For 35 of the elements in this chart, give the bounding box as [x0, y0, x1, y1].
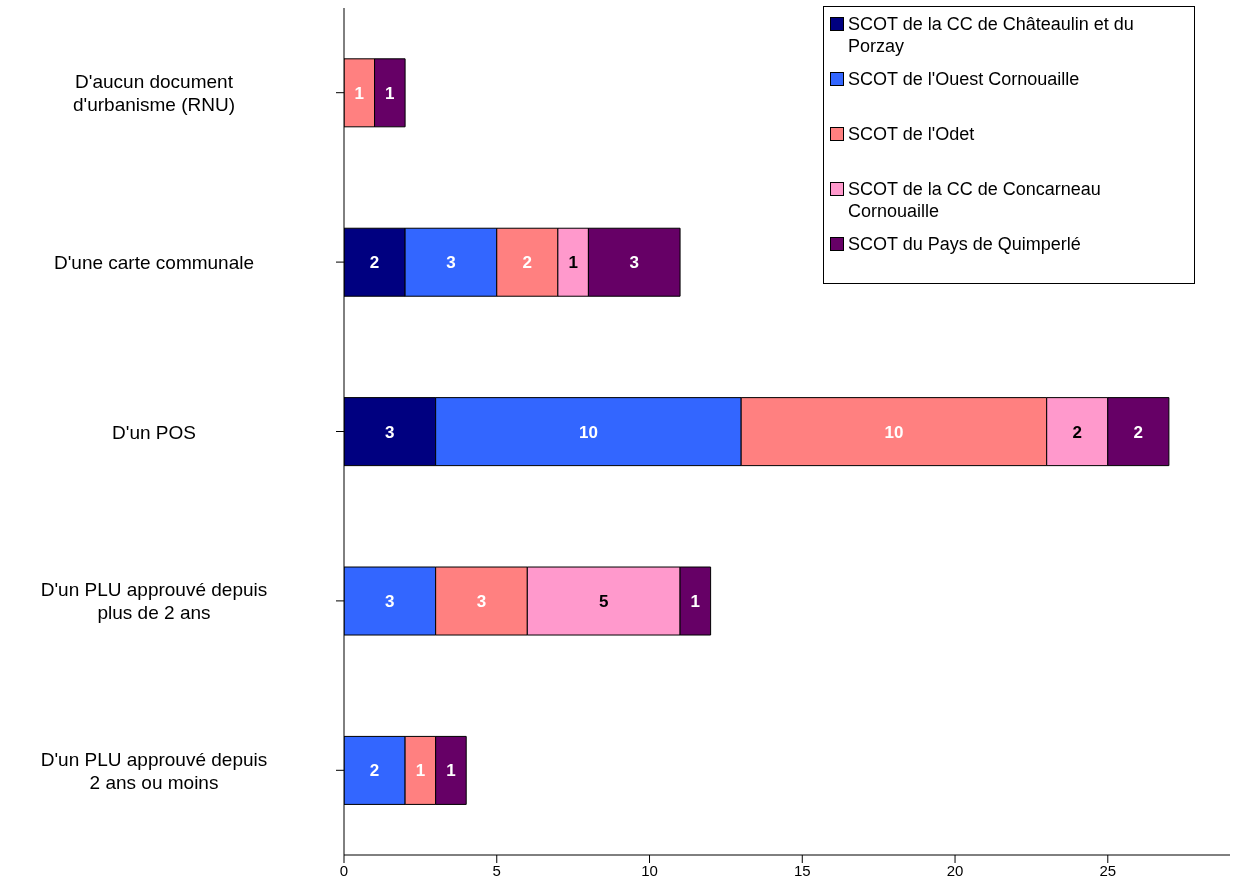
x-tick-label: 25 — [1099, 861, 1117, 879]
x-tick-label: 15 — [793, 861, 811, 879]
data-label: 2 — [1072, 422, 1082, 442]
data-label: 2 — [369, 761, 380, 781]
data-label: 3 — [629, 253, 639, 273]
y-tick-label: D'aucun document d'urbanisme (RNU) — [72, 71, 236, 116]
data-label: 10 — [884, 422, 904, 442]
data-label: 3 — [385, 592, 395, 612]
data-label: 3 — [476, 592, 487, 612]
x-tick-label: 20 — [946, 861, 964, 879]
data-label: 2 — [522, 253, 533, 273]
data-label: 1 — [385, 83, 395, 103]
legend-label: SCOT de l'Odet — [848, 123, 975, 145]
x-tick-label: 5 — [492, 861, 501, 879]
data-label: 1 — [568, 253, 578, 273]
legend-label: SCOT du Pays de Quimperlé — [848, 233, 1081, 255]
x-tick-label: 0 — [339, 861, 349, 879]
legend-label: SCOT de l'Ouest Cornouaille — [848, 68, 1080, 90]
data-label: 1 — [415, 761, 426, 781]
legend-label: SCOT de la CC de Concarneau Cornouaille — [848, 178, 1102, 222]
data-label: 10 — [578, 422, 598, 442]
y-tick-label: D'un PLU approuvé depuis plus de 2 ans — [40, 579, 268, 624]
legend-label: SCOT de la CC de Châteaulin et du Porzay — [848, 13, 1135, 57]
y-tick-label: D'une carte communale — [53, 252, 255, 274]
data-label: 3 — [385, 422, 395, 442]
data-label: 1 — [690, 592, 701, 612]
data-label: 3 — [446, 253, 456, 273]
data-label: 5 — [598, 592, 609, 612]
y-tick-label: D'un PLU approuvé depuis 2 ans ou moins — [40, 748, 268, 793]
data-label: 2 — [1133, 422, 1144, 442]
x-tick-label: 10 — [641, 861, 658, 879]
data-label: 2 — [369, 253, 380, 273]
data-label: 1 — [354, 83, 365, 103]
y-tick-label: D'un POS — [112, 421, 196, 443]
data-label: 1 — [446, 761, 456, 781]
